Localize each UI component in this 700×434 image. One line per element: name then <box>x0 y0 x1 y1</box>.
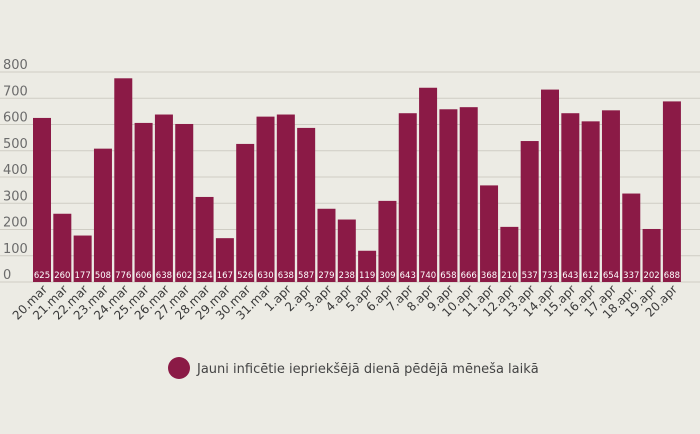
bar <box>662 101 681 283</box>
y-tick-label: 0 <box>3 268 11 283</box>
data-label: 638 <box>278 271 294 281</box>
bar <box>93 148 112 282</box>
bar <box>561 113 580 283</box>
bar <box>53 213 72 282</box>
y-tick-label: 500 <box>3 137 28 152</box>
data-label: 654 <box>603 271 619 281</box>
bar <box>642 228 661 282</box>
y-tick-label: 300 <box>3 189 28 204</box>
y-tick-label: 100 <box>3 242 28 257</box>
y-axis-ticks: 0 100 200 300 400 500 600 700 800 <box>3 58 28 283</box>
data-label: 643 <box>562 271 578 281</box>
bar <box>154 114 173 283</box>
data-label: 324 <box>196 271 212 281</box>
bar <box>398 113 417 283</box>
data-label: 602 <box>176 271 192 281</box>
bar <box>419 87 438 282</box>
data-label: 260 <box>54 271 70 281</box>
data-label: 167 <box>217 271 233 281</box>
bar <box>358 250 377 282</box>
data-label: 238 <box>339 271 355 281</box>
bar <box>541 89 559 283</box>
bar <box>236 143 255 282</box>
bar <box>276 114 295 283</box>
data-label: 776 <box>115 271 131 281</box>
bar <box>317 208 336 282</box>
bar <box>439 109 458 283</box>
bar <box>480 185 499 282</box>
bar <box>601 110 620 282</box>
bars <box>33 78 681 283</box>
data-label: 587 <box>298 271 314 281</box>
data-label: 688 <box>664 271 680 281</box>
data-label: 202 <box>643 271 659 281</box>
data-label: 666 <box>461 271 477 281</box>
data-label: 606 <box>135 271 151 281</box>
data-label: 526 <box>237 271 253 281</box>
legend: Jauni inficētie iepriekšējā dienā pēdējā… <box>168 357 539 379</box>
data-label: 210 <box>501 271 517 281</box>
data-label: 733 <box>542 271 558 281</box>
bar <box>256 116 275 282</box>
data-label: 177 <box>75 271 91 281</box>
bar <box>175 123 194 282</box>
y-tick-label: 400 <box>3 163 28 178</box>
bar <box>581 121 600 282</box>
bar <box>378 200 397 282</box>
bar <box>337 219 356 282</box>
bar <box>215 238 234 282</box>
bar <box>73 235 92 282</box>
data-label: 658 <box>440 271 456 281</box>
data-label: 643 <box>400 271 416 281</box>
data-label: 279 <box>318 271 334 281</box>
y-tick-label: 600 <box>3 111 28 126</box>
data-label: 612 <box>583 271 599 281</box>
bar <box>500 226 519 282</box>
y-tick-label: 700 <box>3 84 28 99</box>
bar <box>622 193 641 282</box>
legend-swatch <box>168 357 190 379</box>
data-label: 740 <box>420 271 436 281</box>
bar <box>33 117 51 282</box>
bar <box>297 127 316 282</box>
data-label: 368 <box>481 271 497 281</box>
bar <box>134 122 153 282</box>
data-label: 119 <box>359 271 375 281</box>
legend-label: Jauni inficētie iepriekšējā dienā pēdējā… <box>196 362 539 377</box>
data-label: 537 <box>522 271 538 281</box>
y-tick-label: 800 <box>3 58 28 73</box>
data-label: 337 <box>623 271 639 281</box>
data-label: 638 <box>156 271 172 281</box>
data-label: 508 <box>95 271 111 281</box>
data-label: 309 <box>379 271 395 281</box>
bar <box>520 141 539 282</box>
bar <box>195 196 214 282</box>
data-label: 630 <box>257 271 273 281</box>
y-tick-label: 200 <box>3 216 28 231</box>
data-label: 625 <box>34 271 50 281</box>
x-axis-ticks: 20.mar21.mar22.mar23.mar24.mar25.mar26.m… <box>10 282 680 322</box>
bar <box>114 78 133 282</box>
bar <box>459 107 478 282</box>
data-labels: 625 260 177 508 776 606 638 602 324 167 526 630 638 5… <box>34 271 680 281</box>
